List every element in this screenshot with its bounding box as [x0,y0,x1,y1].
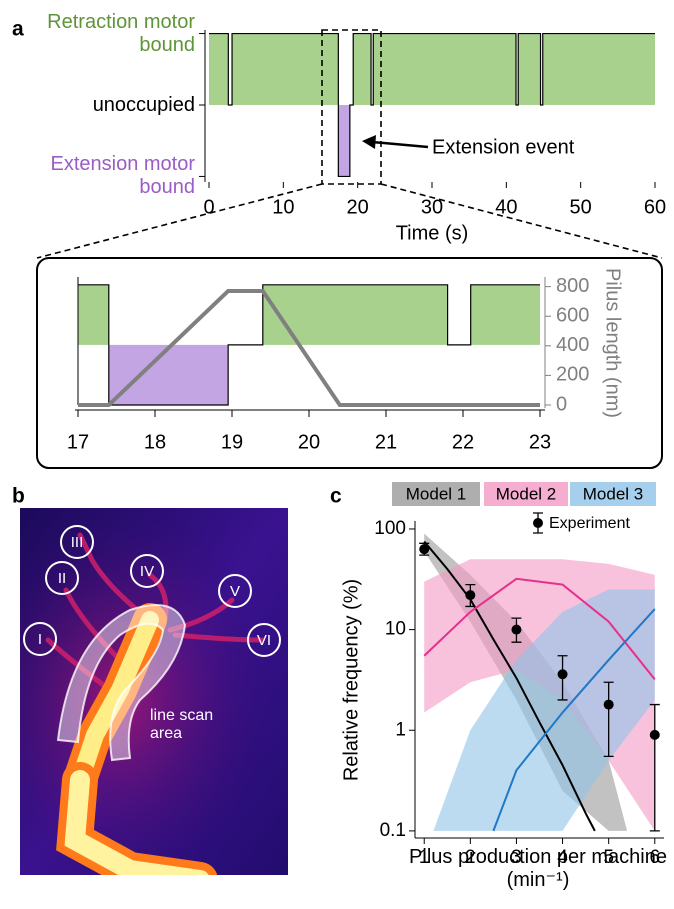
region-label: V [230,583,240,600]
region-label: II [58,570,66,587]
y-tick-label: 0.1 [380,820,406,841]
x-tick-label: 18 [144,431,166,453]
experiment-point [650,730,660,740]
y2-tick-label: 400 [556,334,589,356]
legend-label: Model 1 [406,484,466,503]
x-tick-label: 22 [452,431,474,453]
state-segment [543,34,655,105]
y2-axis-label: Pilus length (nm) [602,268,624,418]
state-segment [518,34,540,105]
experiment-point [511,625,521,635]
x-tick-label: 20 [347,196,369,218]
state-segment [471,285,540,345]
figure: a b c IIIIIIIVVVI 0102030405060Time (s)E… [0,0,674,909]
y-tick-label: 10 [385,619,406,640]
annotation-arrowhead [362,135,376,149]
legend-label: Model 2 [496,484,556,503]
y2-tick-label: 800 [556,275,589,297]
region-label: I [38,631,42,648]
region-label: IV [140,563,154,580]
state-segment [373,34,516,105]
legend-label: Model 3 [583,484,643,503]
y-tick-label: 1 [395,719,406,740]
region-label: III [71,534,84,551]
state-segment [263,285,448,345]
legend-marker [533,518,543,528]
x-tick-label: 10 [272,196,294,218]
x-axis-label: Pilus production per machine (min⁻¹) [400,846,674,892]
region-label: VI [257,632,271,649]
y-axis-label: Relative frequency (%) [340,579,362,781]
x-tick-label: 19 [221,431,243,453]
panel-label: a [12,18,24,41]
y-tick-label: Extension motor bound [40,153,195,199]
state-segment [353,34,371,105]
x-tick-label: 21 [375,431,397,453]
experiment-point [558,669,568,679]
state-segment [209,34,228,105]
annotation: Extension event [432,136,575,158]
micrograph [0,500,288,900]
x-tick-label: 23 [529,431,551,453]
x-tick-label: 60 [644,196,666,218]
x-axis-label: Time (s) [396,222,469,244]
legend-label: Experiment [549,515,630,532]
zoom-connector [381,184,662,258]
panel-label: c [330,485,342,508]
image-annotation: line scan area [150,707,230,744]
panel-label: b [12,485,25,508]
x-tick-label: 50 [570,196,592,218]
figure-canvas: a b c IIIIIIIVVVI 0102030405060Time (s)E… [0,0,674,909]
y2-tick-label: 0 [556,393,567,415]
state-segment [338,105,350,176]
experiment-point [419,544,429,554]
y2-tick-label: 600 [556,304,589,326]
x-tick-label: 20 [298,431,320,453]
y-tick-label: Retraction motor bound [40,11,195,57]
state-segment [109,345,228,405]
experiment-point [604,700,614,710]
state-segment [78,285,109,345]
y2-tick-label: 200 [556,364,589,386]
experiment-point [465,590,475,600]
x-tick-label: 17 [67,431,89,453]
y-tick-label: 100 [374,518,406,539]
plot-area [424,534,655,831]
y-tick-label: unoccupied [40,94,195,117]
